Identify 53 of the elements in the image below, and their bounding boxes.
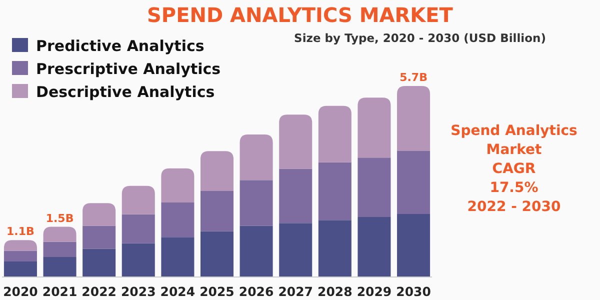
bar bbox=[82, 203, 116, 226]
bar bbox=[122, 243, 155, 277]
bar bbox=[4, 240, 37, 251]
bar bbox=[4, 250, 37, 262]
bar bbox=[318, 106, 352, 162]
bar bbox=[318, 220, 352, 277]
bar bbox=[397, 214, 430, 277]
bar bbox=[43, 256, 76, 277]
x-tick-label: 2022 bbox=[82, 284, 116, 299]
bar bbox=[161, 237, 194, 277]
bar bbox=[161, 168, 194, 203]
bar bbox=[4, 262, 37, 277]
bar bbox=[43, 226, 76, 242]
bar bbox=[200, 231, 234, 277]
bar bbox=[200, 151, 234, 192]
bar bbox=[279, 114, 312, 169]
x-tick-label: 2025 bbox=[200, 284, 234, 299]
annotation: 5.7B bbox=[400, 71, 428, 84]
annotation: 1.1B bbox=[6, 225, 34, 238]
bar bbox=[240, 180, 273, 226]
x-tick-label: 2028 bbox=[318, 284, 352, 299]
annotation: 1.5B bbox=[46, 212, 74, 225]
bar bbox=[279, 223, 312, 277]
x-tick-label: 2020 bbox=[3, 284, 38, 299]
x-tick-label: 2027 bbox=[278, 284, 314, 299]
bar bbox=[358, 98, 391, 158]
bar bbox=[318, 162, 352, 220]
bar bbox=[397, 86, 430, 151]
chart-title: SPEND ANALYTICS MARKET bbox=[147, 3, 454, 27]
legend-label: Prescriptive Analytics bbox=[36, 60, 221, 78]
bar bbox=[240, 134, 273, 180]
bar bbox=[240, 226, 273, 277]
bar bbox=[122, 214, 155, 244]
bar bbox=[358, 217, 391, 277]
bar bbox=[358, 158, 391, 218]
bar bbox=[200, 191, 234, 232]
bar bbox=[279, 168, 312, 224]
x-tick-label: 2023 bbox=[120, 284, 156, 299]
x-tick-label: 2024 bbox=[160, 284, 196, 299]
bar bbox=[82, 226, 116, 249]
bar bbox=[397, 150, 430, 214]
bar bbox=[43, 242, 76, 257]
legend-label: Predictive Analytics bbox=[36, 37, 204, 55]
x-tick-label: 2030 bbox=[396, 284, 432, 299]
text: Spend Analytics Market CAGR 17.5% 2022 - 2030 bbox=[450, 123, 578, 215]
bar bbox=[161, 202, 194, 238]
legend-label: Descriptive Analytics bbox=[36, 83, 215, 101]
x-tick-label: 2029 bbox=[356, 284, 392, 299]
x-tick-label: 2026 bbox=[238, 284, 274, 299]
chart-subtitle: Size by Type, 2020 - 2030 (USD Billion) bbox=[294, 31, 546, 45]
bar bbox=[82, 248, 116, 277]
x-tick-label: 2021 bbox=[42, 284, 78, 299]
bar bbox=[122, 186, 155, 214]
